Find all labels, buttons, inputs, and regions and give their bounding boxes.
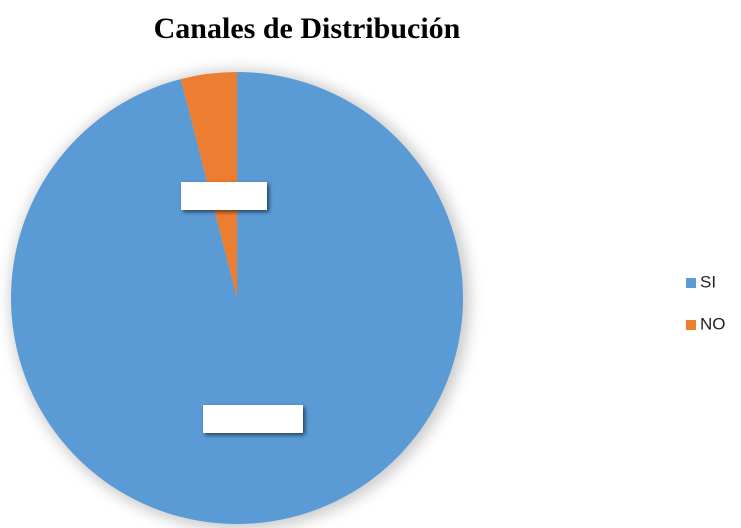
data-label-box xyxy=(203,405,303,433)
legend-label: NO xyxy=(700,314,726,333)
slices xyxy=(10,72,464,524)
legend-swatch xyxy=(686,278,696,288)
legend-label: SI xyxy=(700,272,716,291)
legend: SI NO xyxy=(686,272,726,333)
chart-title: Canales de Distribución xyxy=(154,12,461,45)
data-label-box xyxy=(181,182,267,210)
legend-swatch xyxy=(686,320,696,330)
